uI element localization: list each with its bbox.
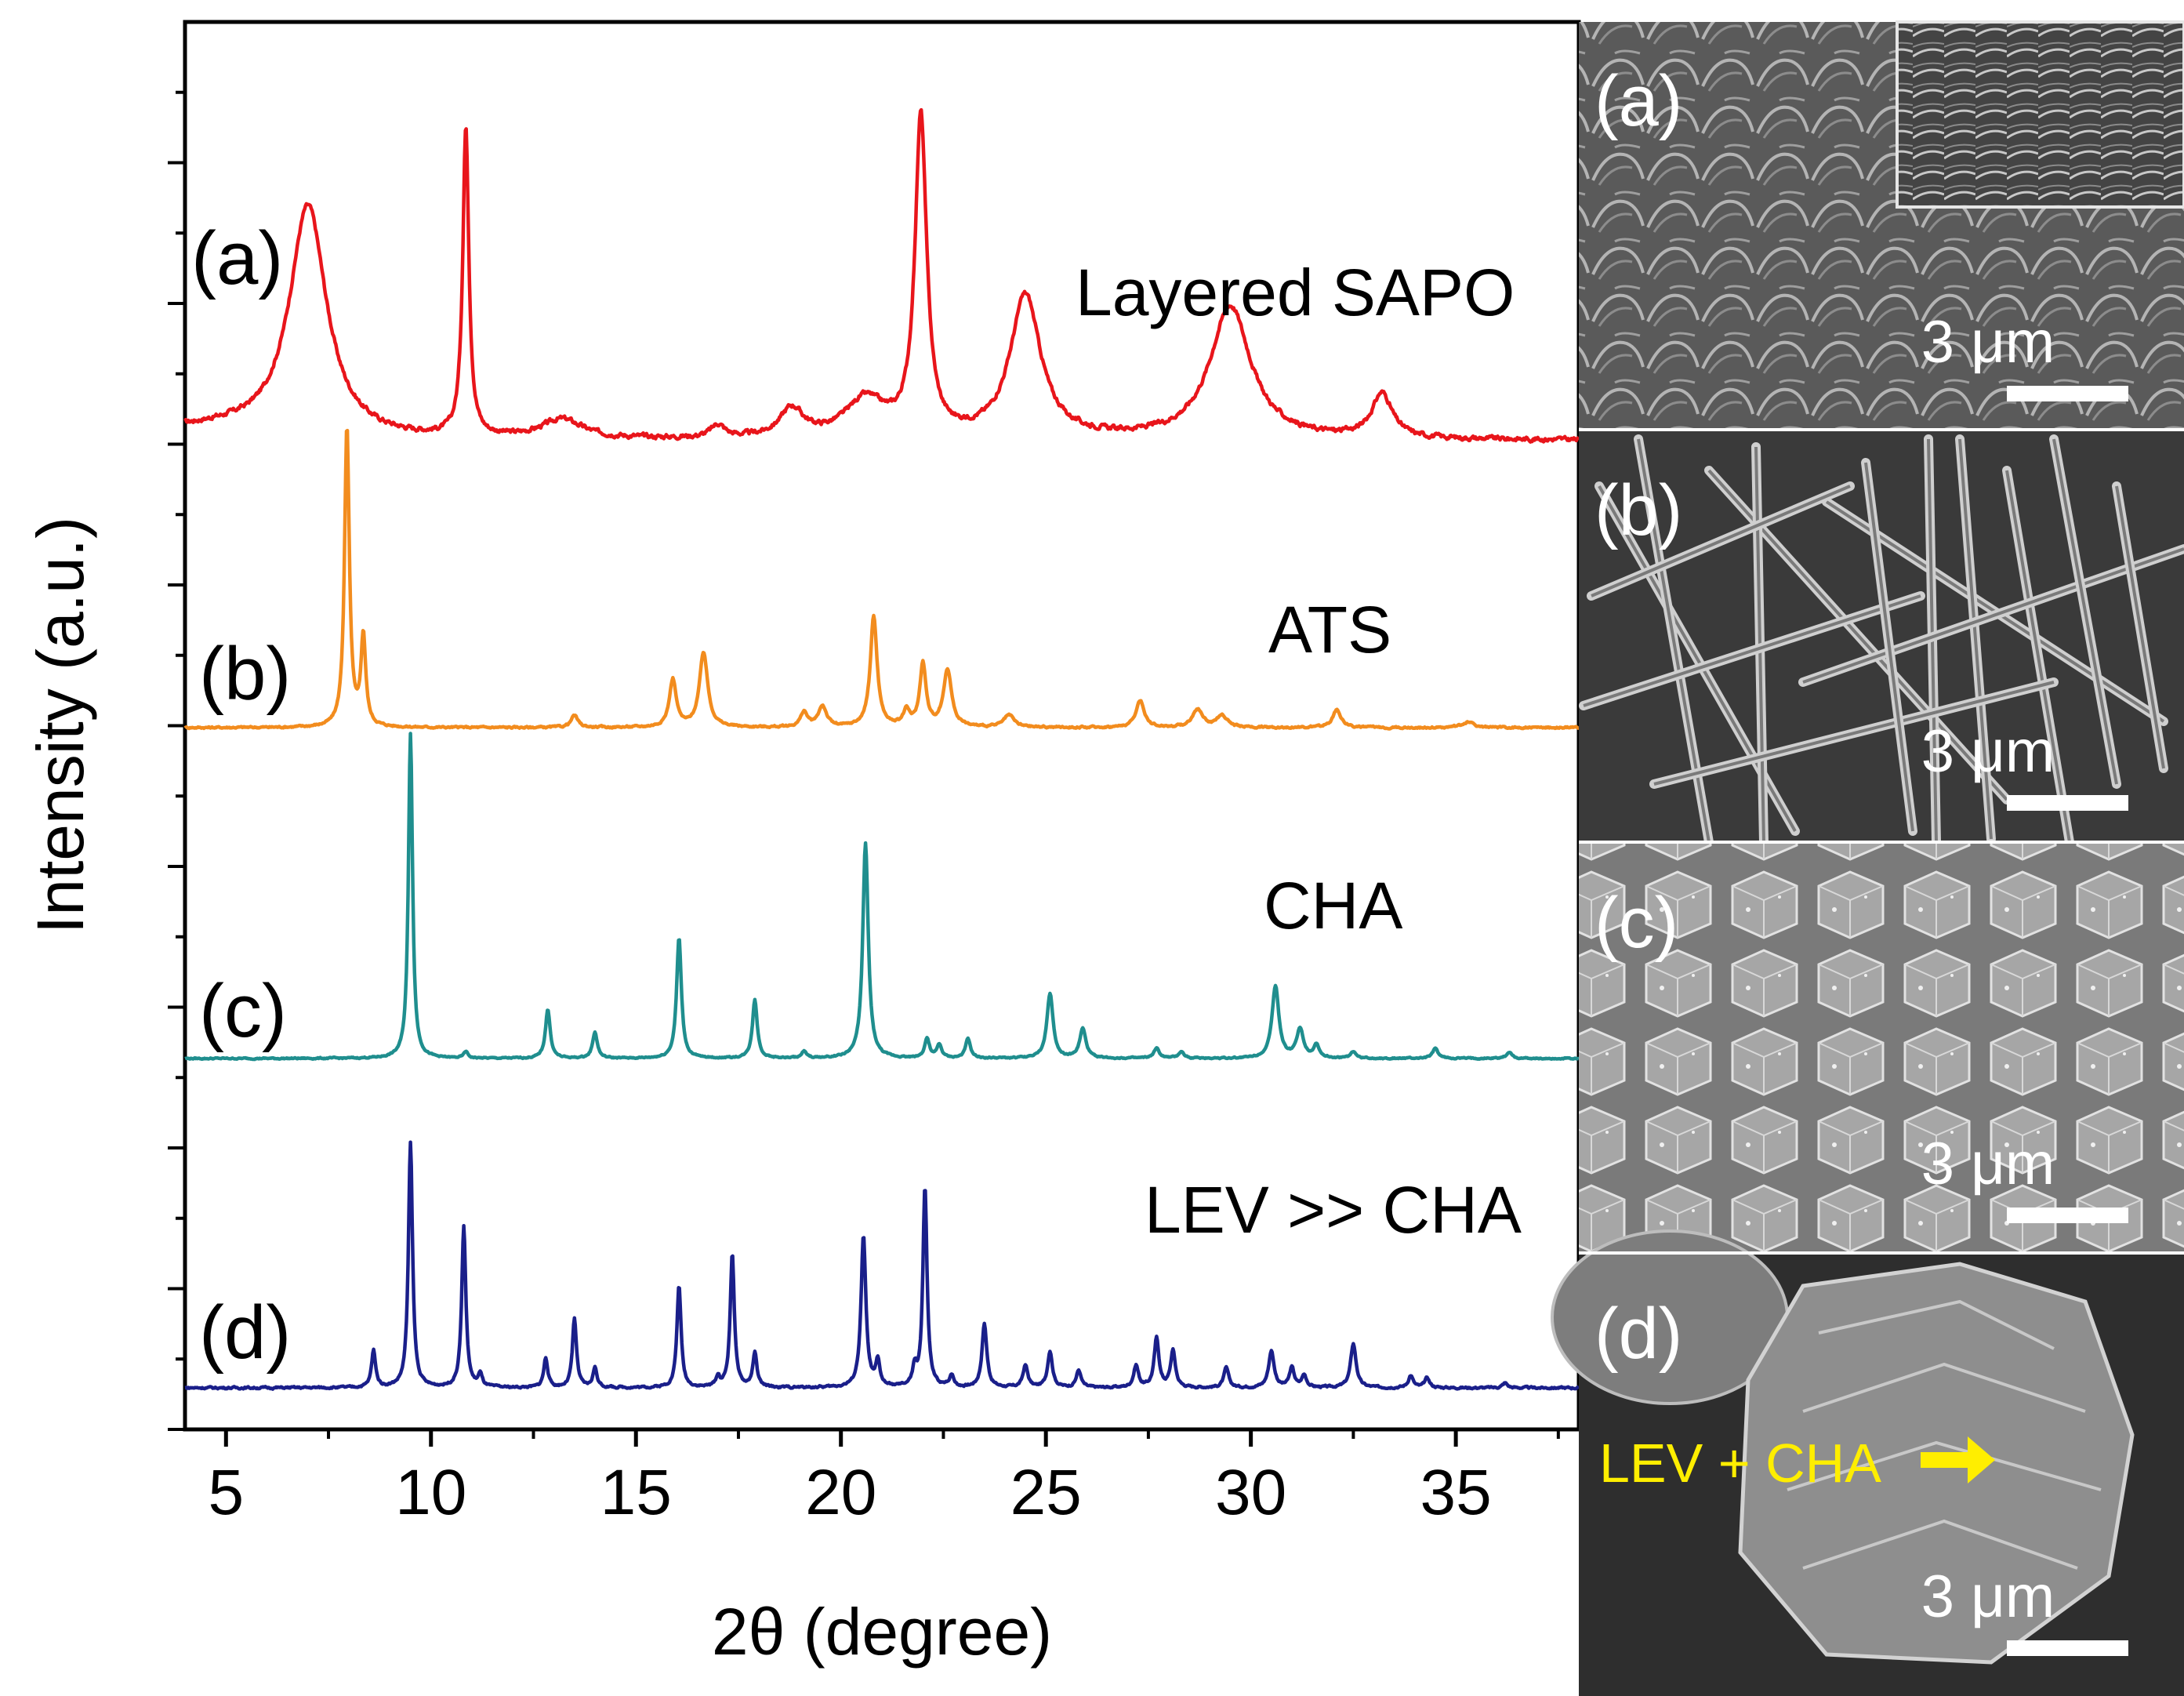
- x-tick-label: 10: [395, 1457, 466, 1528]
- series-c-label: (c): [199, 969, 287, 1053]
- rod-crystal-shade: [1864, 462, 1914, 832]
- series-a-label: (a): [191, 216, 283, 300]
- x-tick-label: 15: [600, 1457, 672, 1528]
- sem-panel-a: (a) 3 μm: [1579, 20, 2184, 430]
- rod-crystal-shade: [2115, 485, 2165, 769]
- xrd-plot: 5 10 15 20 25 30 35 (a) Layered SAPO (b) ATS (…: [24, 20, 1581, 1669]
- rod-crystal-shade: [2052, 438, 2118, 785]
- x-tick-label: 20: [805, 1457, 876, 1528]
- rod-crystal-shade: [1802, 547, 2184, 684]
- x-tick-label: 30: [1215, 1457, 1286, 1528]
- series-line-b: [183, 428, 1580, 731]
- series-b-label: (b): [199, 632, 291, 716]
- x-tick-label: 35: [1420, 1457, 1492, 1528]
- rod-crystals: [1579, 434, 2184, 847]
- y-axis-label: Intensity (a.u.): [24, 517, 97, 934]
- series-b-name: ATS: [1268, 593, 1391, 666]
- sem-panel-d: (d) LEV + CHA 3 μm: [1551, 1229, 2184, 1696]
- series-a-name: Layered SAPO: [1076, 256, 1515, 329]
- x-axis-label: 2θ (degree): [712, 1595, 1052, 1669]
- y-ticks: [168, 90, 185, 1431]
- sem-label-b: (b): [1594, 470, 1682, 550]
- scale-bar-c: [2007, 1208, 2128, 1223]
- annotation-arrow: [1921, 1436, 1995, 1484]
- rod-crystal-shade: [2005, 470, 2071, 843]
- x-tick-label: 25: [1010, 1457, 1082, 1528]
- series-annotations: (a) Layered SAPO (b) ATS (c) CHA (d) LEV…: [191, 216, 1522, 1375]
- x-ticks: 5 10 15 20 25 30 35: [208, 1429, 1560, 1528]
- sem-scale-text-b: 3 μm: [1921, 718, 2055, 785]
- sem-label-c: (c): [1594, 883, 1678, 963]
- sem-scale-text-c: 3 μm: [1921, 1131, 2055, 1197]
- rod-crystal-shade: [1583, 594, 1921, 707]
- sem-label-a: (a): [1594, 61, 1682, 141]
- series-c-name: CHA: [1264, 869, 1402, 942]
- series-d-name: LEV >> CHA: [1145, 1173, 1522, 1247]
- rod-crystal-shade: [1958, 438, 1993, 840]
- series-line-c: [183, 732, 1580, 1062]
- x-tick-label: 5: [208, 1457, 244, 1528]
- sem-label-d: (d): [1594, 1294, 1682, 1374]
- sem-panel-c: (c) 3 μm: [1579, 842, 2184, 1253]
- sem-inset-a: [1896, 20, 2184, 209]
- series-line-a: [183, 107, 1580, 444]
- rod-crystal-shade: [1591, 485, 1851, 597]
- series-line-d: [183, 1140, 1580, 1391]
- scale-bar-a: [2007, 386, 2128, 401]
- sem-image-c: [1579, 842, 2184, 1253]
- sem-scale-text-d: 3 μm: [1921, 1563, 2055, 1630]
- rod-crystal-shade: [1653, 681, 2055, 786]
- sem-image-column: (a) 3 μm (b) 3 μm (c) 3 μm (d) LEV + CHA: [1551, 20, 2184, 1696]
- sem-panel-b: (b) 3 μm: [1579, 430, 2184, 847]
- series-group: [183, 107, 1580, 1391]
- crystal-facets: [1787, 1299, 2102, 1570]
- scale-bar-d: [2007, 1640, 2128, 1656]
- sem-scale-text-a: 3 μm: [1921, 309, 2055, 376]
- sem-annotation-d: LEV + CHA: [1599, 1433, 1881, 1494]
- series-d-label: (d): [199, 1291, 291, 1375]
- scale-bar-b: [2007, 795, 2128, 811]
